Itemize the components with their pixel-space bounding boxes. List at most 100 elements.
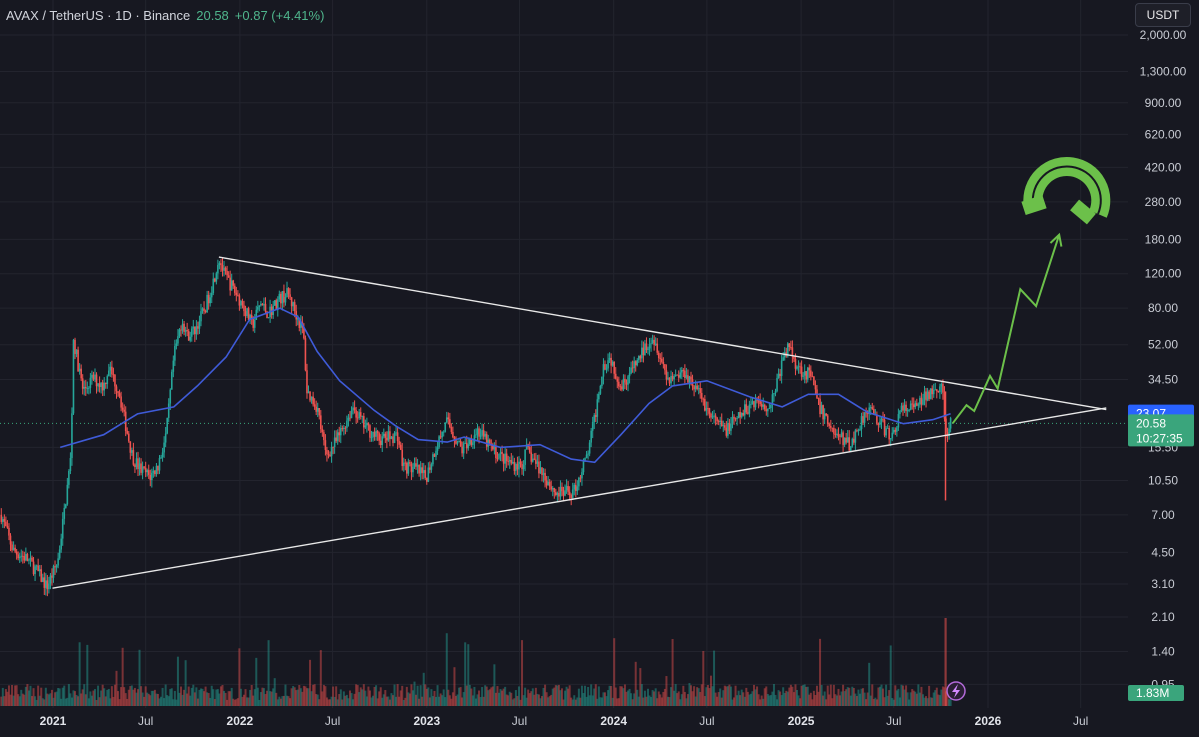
candle-body xyxy=(545,480,548,486)
volume-bar xyxy=(839,695,842,706)
volume-bar xyxy=(479,697,482,706)
volume-bar xyxy=(545,692,548,706)
volume-bar xyxy=(284,684,287,706)
candle-body xyxy=(731,416,734,424)
candle-body xyxy=(885,428,887,436)
volume-bar xyxy=(324,686,327,706)
volume-bar xyxy=(488,689,491,706)
volume-bar xyxy=(902,685,904,706)
volume-bar xyxy=(23,694,26,706)
volume-bar xyxy=(270,691,273,706)
volume-bar xyxy=(587,687,590,706)
candle-body xyxy=(903,404,906,411)
candle-body xyxy=(906,410,909,412)
volume-bar xyxy=(803,684,806,706)
candle-body xyxy=(445,417,448,423)
volume-bar xyxy=(216,689,219,706)
candle-body xyxy=(38,569,41,572)
volume-bar xyxy=(244,689,247,706)
candle-body xyxy=(896,427,898,432)
candle-body xyxy=(550,486,553,490)
candle-body xyxy=(932,390,935,395)
candle-body xyxy=(863,412,866,423)
candle-body xyxy=(392,436,394,444)
volume-bar xyxy=(507,695,510,706)
volume-bar xyxy=(439,693,442,706)
volume-bar xyxy=(419,685,422,706)
candle-body xyxy=(916,403,918,406)
candle-body xyxy=(146,470,149,473)
candle-body xyxy=(645,343,648,351)
volume-bar xyxy=(643,690,646,706)
candle-body xyxy=(141,466,144,473)
candle-body xyxy=(662,361,665,365)
volume-bar xyxy=(921,694,924,706)
volume-bar xyxy=(513,698,516,706)
candle-body xyxy=(839,436,841,438)
candle-body xyxy=(91,374,93,378)
volume-bar xyxy=(230,687,233,706)
volume-bar xyxy=(7,685,10,706)
volume-bar xyxy=(551,688,554,706)
lightning-icon[interactable] xyxy=(946,681,966,701)
candle-body xyxy=(788,343,791,348)
volume-bar xyxy=(671,639,674,706)
volume-bar xyxy=(356,685,359,706)
candle-body xyxy=(152,470,155,473)
volume-bar xyxy=(908,699,911,706)
volume-bar xyxy=(129,686,132,706)
candle-body xyxy=(899,410,901,415)
candle-body xyxy=(768,408,771,409)
volume-bar xyxy=(585,696,588,706)
volume-bar xyxy=(90,695,93,706)
candle-body xyxy=(363,416,365,428)
candle-body xyxy=(753,401,755,408)
volume-bar xyxy=(625,691,628,706)
volume-bar xyxy=(233,699,236,706)
volume-bar xyxy=(756,686,759,706)
time-tick-label: Jul xyxy=(512,714,527,728)
volume-bar xyxy=(938,695,941,706)
volume-bar xyxy=(574,699,577,706)
volume-bar xyxy=(484,685,487,706)
candle-body xyxy=(9,535,12,545)
volume-bar xyxy=(17,694,20,706)
candle-body xyxy=(493,445,496,450)
volume-bar xyxy=(525,697,528,706)
candle-body xyxy=(21,555,24,557)
candle-body xyxy=(0,514,3,522)
volume-bar xyxy=(797,695,800,706)
candle-body xyxy=(346,420,348,428)
volume-bar xyxy=(322,684,325,706)
candle-body xyxy=(178,329,181,337)
volume-bar xyxy=(454,695,457,706)
volume-bar xyxy=(740,689,743,706)
candle-body xyxy=(307,391,310,394)
volume-bar xyxy=(720,697,723,706)
candle-body xyxy=(465,442,468,449)
volume-bar xyxy=(310,691,313,706)
volume-bar xyxy=(711,686,714,706)
candle-body xyxy=(84,386,87,389)
candle-body xyxy=(447,417,450,420)
volume-bar xyxy=(253,689,256,706)
volume-bar xyxy=(639,668,642,706)
candle-body xyxy=(253,319,256,328)
volume-bar xyxy=(657,691,660,706)
volume-bar xyxy=(144,686,147,706)
volume-bar xyxy=(101,684,104,706)
volume-bar xyxy=(152,690,155,706)
candle-body xyxy=(249,314,251,320)
candle-body xyxy=(637,356,640,361)
volume-bar xyxy=(97,685,100,706)
candle-body xyxy=(745,404,748,413)
volume-bar xyxy=(223,690,226,706)
volume-bar xyxy=(556,685,559,706)
volume-bar xyxy=(576,697,579,706)
candle-body xyxy=(624,378,626,383)
currency-button[interactable]: USDT xyxy=(1135,3,1191,27)
volume-bar xyxy=(86,644,89,706)
volume-bar xyxy=(650,697,653,706)
